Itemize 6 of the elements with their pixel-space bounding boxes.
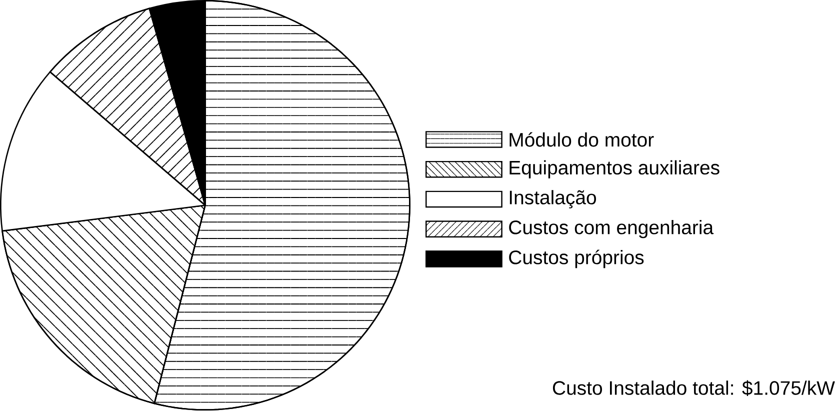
legend-label: Equipamentos auxiliares	[510, 160, 720, 179]
legend-label: Custos próprios	[509, 250, 644, 268]
legend-label: Custos com engenharia	[509, 220, 714, 238]
slice-label: Módulo do motor	[510, 132, 654, 147]
legend-label: Instalação	[510, 190, 596, 209]
text: Custo Instalado total: $1.075/kW	[552, 380, 835, 396]
